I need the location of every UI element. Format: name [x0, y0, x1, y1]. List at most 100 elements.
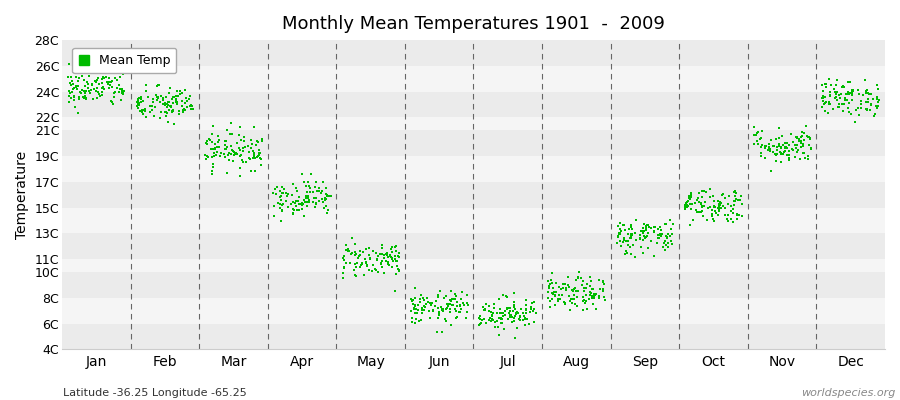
Point	[100, 79, 114, 85]
Point	[104, 79, 118, 86]
Point	[338, 259, 353, 266]
Point	[718, 194, 733, 201]
Point	[860, 87, 874, 93]
Point	[773, 149, 788, 156]
Point	[519, 306, 534, 312]
Point	[689, 209, 704, 216]
Point	[782, 156, 796, 163]
Point	[513, 313, 527, 319]
Point	[410, 310, 424, 317]
Point	[830, 97, 844, 104]
Point	[415, 310, 429, 316]
Point	[624, 235, 638, 241]
Point	[339, 247, 354, 254]
Point	[694, 200, 708, 207]
Point	[452, 309, 466, 315]
Point	[360, 262, 374, 268]
Point	[420, 295, 435, 302]
Point	[640, 222, 654, 228]
Point	[382, 252, 397, 259]
Point	[695, 204, 709, 210]
Point	[423, 300, 437, 306]
Point	[773, 150, 788, 157]
Point	[336, 255, 350, 262]
Point	[352, 253, 366, 259]
Point	[712, 203, 726, 210]
Point	[158, 102, 173, 108]
Point	[699, 217, 714, 223]
Point	[86, 86, 101, 92]
Point	[665, 240, 680, 247]
Point	[312, 185, 327, 191]
Point	[244, 137, 258, 144]
Point	[362, 252, 376, 258]
Point	[385, 254, 400, 261]
Point	[520, 316, 535, 322]
Point	[570, 303, 584, 309]
Point	[485, 310, 500, 316]
Point	[112, 74, 127, 80]
Point	[94, 76, 109, 82]
Point	[171, 92, 185, 99]
Point	[415, 304, 429, 311]
Point	[860, 107, 874, 113]
Point	[246, 155, 260, 162]
Point	[474, 320, 489, 326]
Point	[832, 101, 846, 107]
Point	[389, 248, 403, 254]
Point	[134, 107, 148, 113]
Point	[441, 302, 455, 308]
Point	[285, 210, 300, 216]
Point	[803, 136, 817, 142]
Point	[341, 247, 356, 254]
Point	[682, 193, 697, 200]
Point	[164, 104, 178, 110]
Point	[790, 146, 805, 153]
Point	[576, 298, 590, 304]
Point	[526, 299, 541, 306]
Point	[152, 82, 166, 88]
Point	[274, 190, 289, 196]
Point	[786, 146, 800, 153]
Point	[794, 133, 808, 140]
Point	[852, 112, 867, 118]
Point	[616, 222, 630, 228]
Point	[580, 306, 594, 312]
Point	[484, 318, 499, 325]
Point	[212, 144, 227, 150]
Point	[429, 298, 444, 304]
Point	[684, 206, 698, 212]
Point	[160, 104, 175, 110]
Point	[721, 218, 735, 224]
Point	[169, 96, 184, 103]
Point	[441, 302, 455, 309]
Point	[492, 314, 507, 321]
Point	[641, 245, 655, 251]
Point	[337, 252, 351, 259]
Point	[623, 243, 637, 250]
Point	[294, 200, 309, 206]
Point	[380, 250, 394, 256]
Point	[860, 99, 874, 105]
Point	[145, 103, 159, 109]
Point	[707, 208, 722, 214]
Point	[69, 84, 84, 90]
Point	[565, 300, 580, 306]
Point	[387, 288, 401, 294]
Point	[824, 101, 838, 108]
Point	[98, 73, 112, 80]
Point	[646, 253, 661, 260]
Point	[707, 204, 722, 210]
Point	[548, 302, 562, 308]
Point	[685, 200, 699, 207]
Point	[233, 165, 248, 171]
Point	[433, 288, 447, 294]
Point	[579, 292, 593, 299]
Point	[233, 124, 248, 130]
Point	[818, 108, 832, 114]
Point	[484, 308, 499, 315]
Point	[67, 97, 81, 103]
Point	[247, 124, 261, 130]
Point	[163, 102, 177, 109]
Point	[447, 296, 462, 302]
